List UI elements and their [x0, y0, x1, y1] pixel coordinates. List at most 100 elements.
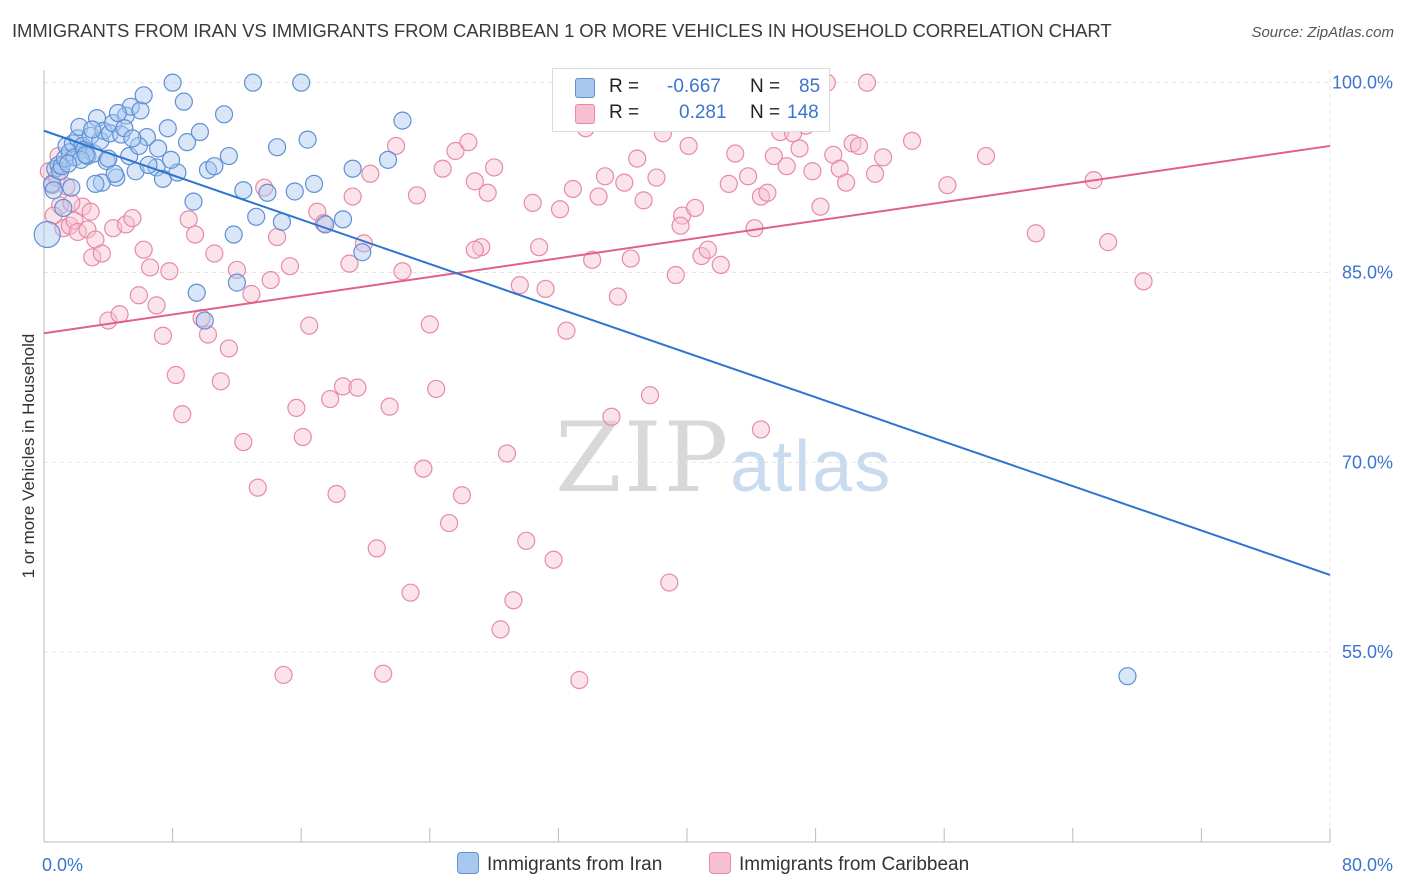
caribbean-point: [640, 386, 660, 405]
y-tick-label: 85.0%: [1342, 262, 1393, 282]
caribbean-point: [510, 276, 529, 295]
caribbean-point: [414, 459, 433, 478]
y-tick-label: 70.0%: [1342, 452, 1393, 472]
iran-point: [105, 164, 124, 183]
caribbean-point: [274, 665, 293, 685]
caribbean-point: [300, 316, 319, 335]
iran-n-value: 85: [799, 76, 821, 97]
iran-point: [243, 73, 263, 92]
bottom-legend-caribbean: Immigrants from Caribbean: [709, 852, 969, 876]
caribbean-point: [726, 144, 745, 163]
caribbean-point: [427, 379, 446, 399]
caribbean-point: [248, 478, 267, 497]
caribbean-point: [92, 244, 111, 263]
caribbean-point: [478, 183, 497, 202]
iran-point: [83, 120, 102, 139]
caribbean-point: [523, 193, 542, 212]
caribbean-point: [420, 315, 439, 334]
caribbean-point: [698, 240, 717, 259]
iran-legend-swatch: [457, 852, 479, 874]
caribbean-point: [857, 73, 877, 92]
caribbean-n-label: N =: [750, 102, 781, 123]
y-tick-label: 100.0%: [1332, 73, 1393, 93]
axes: [43, 70, 1331, 843]
iran-point: [123, 129, 142, 148]
iran-point: [59, 154, 78, 173]
source-label: Source: ZipAtlas.com: [1251, 24, 1394, 41]
caribbean-swatch: [575, 104, 595, 124]
caribbean-point: [287, 398, 306, 418]
caribbean-point: [764, 146, 783, 166]
iran-points: [33, 73, 1137, 686]
iran-point: [247, 207, 266, 226]
caribbean-point: [1099, 233, 1118, 252]
caribbean-point: [660, 573, 679, 592]
iran-point: [285, 182, 304, 201]
caribbean-point: [50, 196, 70, 215]
caribbean-point: [433, 159, 452, 178]
iran-point: [378, 150, 398, 169]
caribbean-point: [179, 210, 198, 229]
caribbean-point: [205, 244, 224, 263]
caribbean-point: [153, 326, 173, 345]
trend-lines: [43, 129, 1331, 576]
tick-labels: 100.0% 85.0% 70.0% 55.0% 0.0% 80.0%: [42, 73, 1393, 875]
caribbean-point: [647, 168, 666, 187]
caribbean-point: [255, 178, 274, 197]
iran-trend-line: [43, 129, 1331, 576]
caribbean-point: [1134, 272, 1153, 291]
caribbean-point: [401, 583, 420, 602]
caribbean-point: [242, 284, 261, 304]
iran-r-value: -0.667: [667, 76, 721, 97]
iran-point: [131, 101, 150, 120]
caribbean-point: [583, 250, 602, 269]
caribbean-r-label: R =: [609, 102, 640, 123]
caribbean-point: [160, 262, 179, 281]
caribbean-point: [849, 136, 869, 156]
caribbean-point: [327, 484, 346, 504]
iran-point: [190, 122, 210, 142]
caribbean-point: [685, 198, 705, 218]
iran-point: [54, 198, 73, 218]
caribbean-point: [666, 265, 685, 285]
watermark-zip: ZIP: [555, 402, 731, 514]
caribbean-legend-label: Immigrants from Caribbean: [739, 854, 970, 875]
iran-point: [33, 220, 61, 249]
caribbean-point: [261, 270, 280, 290]
caribbean-point: [198, 325, 218, 344]
caribbean-point: [790, 139, 809, 158]
caribbean-point: [811, 197, 830, 216]
caribbean-point: [267, 227, 287, 247]
caribbean-n-value: 148: [787, 102, 819, 123]
iran-point: [161, 150, 181, 169]
chart-title: IMMIGRANTS FROM IRAN VS IMMIGRANTS FROM …: [12, 20, 1112, 41]
caribbean-point: [497, 444, 517, 463]
caribbean-point: [333, 377, 353, 396]
caribbean-point: [615, 173, 634, 192]
iran-point: [227, 273, 246, 292]
caribbean-point: [374, 664, 393, 683]
bottom-legend-iran: Immigrants from Iran: [457, 852, 662, 876]
caribbean-point: [671, 216, 690, 235]
iran-point: [234, 181, 253, 200]
watermark-atlas: atlas: [730, 427, 893, 507]
caribbean-point: [44, 206, 63, 225]
caribbean-point: [134, 240, 153, 259]
caribbean-point: [321, 389, 340, 409]
caribbean-point: [110, 305, 129, 324]
caribbean-point: [361, 164, 380, 183]
iran-point: [184, 192, 203, 211]
caribbean-point: [123, 208, 142, 228]
caribbean-point: [219, 339, 238, 358]
caribbean-point: [608, 287, 627, 306]
iran-point: [149, 139, 168, 158]
caribbean-point: [293, 427, 312, 447]
caribbean-point: [902, 131, 922, 150]
iran-point: [1118, 667, 1137, 686]
caribbean-point: [1026, 224, 1045, 243]
caribbean-legend-swatch: [709, 852, 731, 874]
caribbean-point: [679, 136, 698, 156]
caribbean-point: [976, 146, 996, 166]
iran-point: [62, 178, 81, 197]
caribbean-point: [517, 531, 536, 550]
